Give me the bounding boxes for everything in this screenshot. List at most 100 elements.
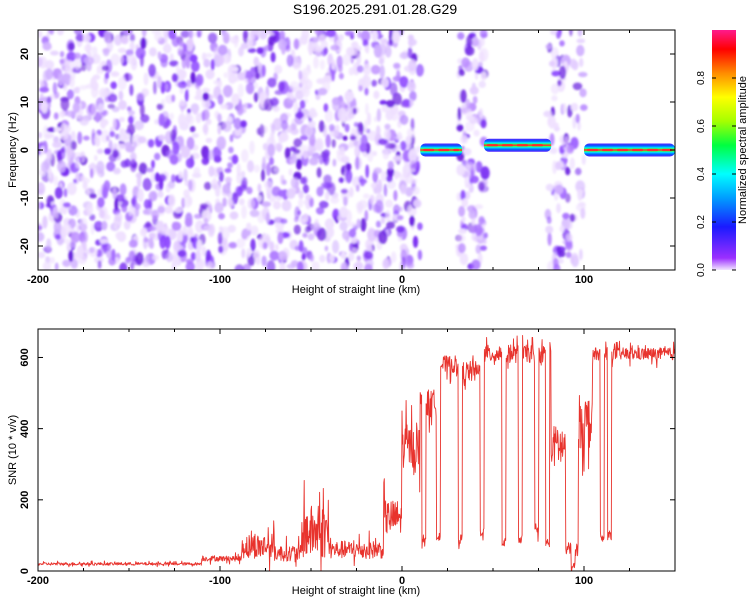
spectrogram-cell [119,262,128,270]
spectrogram-cell [191,133,199,138]
spectrogram-cell [396,225,405,233]
spectrogram-cell [222,32,230,44]
spectrogram-cell [40,80,45,88]
spectrogram-cell [335,124,340,131]
spectrogram-cell [106,249,113,259]
spectrogram-cell [229,134,234,143]
spectrogram-cell [64,59,75,72]
spectrogram-cell [235,238,246,249]
spectrogram-cell [410,118,415,132]
spectrogram-cell [126,106,132,112]
spectrogram-cell [349,242,353,252]
spectrogram-cell [42,70,50,82]
spectrogram-cell [406,254,413,265]
spectrogram-cell [581,154,586,165]
spectrogram-cell [572,82,583,91]
spectrogram-cell [167,194,176,208]
spectrogram-cell [69,75,75,88]
spectrogram-cell [157,75,162,89]
spectrogram-cell [577,30,583,37]
spectrogram-cell [177,49,186,57]
spectrogram-cell [39,93,44,102]
spectrogram-cell [184,89,189,102]
spectrogram-cell [562,103,567,114]
spectrogram-cell [205,137,213,144]
spectrogram-cell [550,83,560,95]
spectrogram-cell [171,94,176,103]
x-tick-label: 0 [399,575,405,587]
spectrogram-cell [195,250,202,262]
spectrogram-cell [59,110,66,118]
spectrogram-cell [274,64,283,74]
spectrogram-cell [457,107,462,121]
spectrogram-cell [345,162,352,171]
spectrogram-cell [338,34,344,41]
spectrogram-cell [314,30,323,36]
spectrogram-cell [164,235,171,249]
spectrogram-cell [217,113,222,123]
snr-ticks: -200 -100 0 100 0 200 400 600 [19,329,676,587]
spectrogram-cell [171,221,182,231]
spectrogram-cell [73,57,81,70]
spectrogram-cell [281,120,288,131]
spectrogram-cell [127,115,134,124]
spectrogram-cell [401,256,406,269]
spectrogram-cell [129,33,135,43]
spectrogram-cell [466,115,476,121]
spectrogram-cell [38,201,41,210]
spectrogram-cell [298,218,306,224]
spectrogram-cell [357,123,365,136]
spectrogram-cell [134,206,140,217]
spectrogram-cell [556,31,561,39]
spectrogram-signal-layer [420,138,675,157]
spectrogram-cell [114,34,122,46]
spectrogram-cell [214,202,224,214]
spectrogram-cell [378,58,385,65]
spectrogram-xlabel: Height of straight line (km) [292,284,420,296]
spectrogram-cell [325,134,331,148]
spectrogram-cell [548,60,556,67]
spectrogram-cell [473,129,480,137]
spectrogram-cell [165,251,173,263]
spectrogram-cell [269,35,277,41]
spectrogram-cell [382,149,390,160]
spectrogram-cell [332,240,340,254]
spectrogram-cell [366,112,372,126]
spectrogram-cell [247,198,256,210]
spectrogram-cell [339,206,349,219]
spectrogram-cell [149,47,157,57]
spectrogram-cell [151,209,160,219]
spectrogram-cell [93,154,98,162]
spectrogram-cell [156,103,164,111]
spectrogram-cell [356,45,362,52]
spectrogram-cell [143,199,151,209]
spectrogram-cell [205,69,215,80]
spectrogram-cell [250,30,260,40]
spectrogram-cell [113,142,118,151]
spectrogram-cell [38,30,43,38]
spectrogram-cell [302,232,308,238]
spectrogram-cell [576,188,584,194]
x-tick-label: 100 [575,575,593,587]
spectrogram-cell [572,116,577,129]
spectrogram-cell [408,148,418,163]
spectrogram-cell [480,119,487,129]
spectrogram-cell [133,141,137,149]
spectrogram-cell [311,261,320,270]
spectrogram-cell [399,52,409,60]
spectrogram-cell [205,118,212,125]
spectrogram-cell [145,221,151,228]
spectrogram-cell [478,80,486,88]
spectrogram-cell [351,41,359,49]
spectrogram-cell [332,158,337,167]
spectrogram-cell [145,167,154,173]
spectrogram-signal-band [584,143,675,157]
spectrogram-cell [309,254,314,262]
spectrogram-cell [267,77,277,88]
spectrogram-cell [547,117,551,127]
spectrogram-cell [186,136,195,150]
spectrogram-cell [478,107,484,119]
spectrogram-cell [142,178,152,191]
spectrogram-cell [356,65,364,73]
spectrogram-cell [160,58,168,68]
